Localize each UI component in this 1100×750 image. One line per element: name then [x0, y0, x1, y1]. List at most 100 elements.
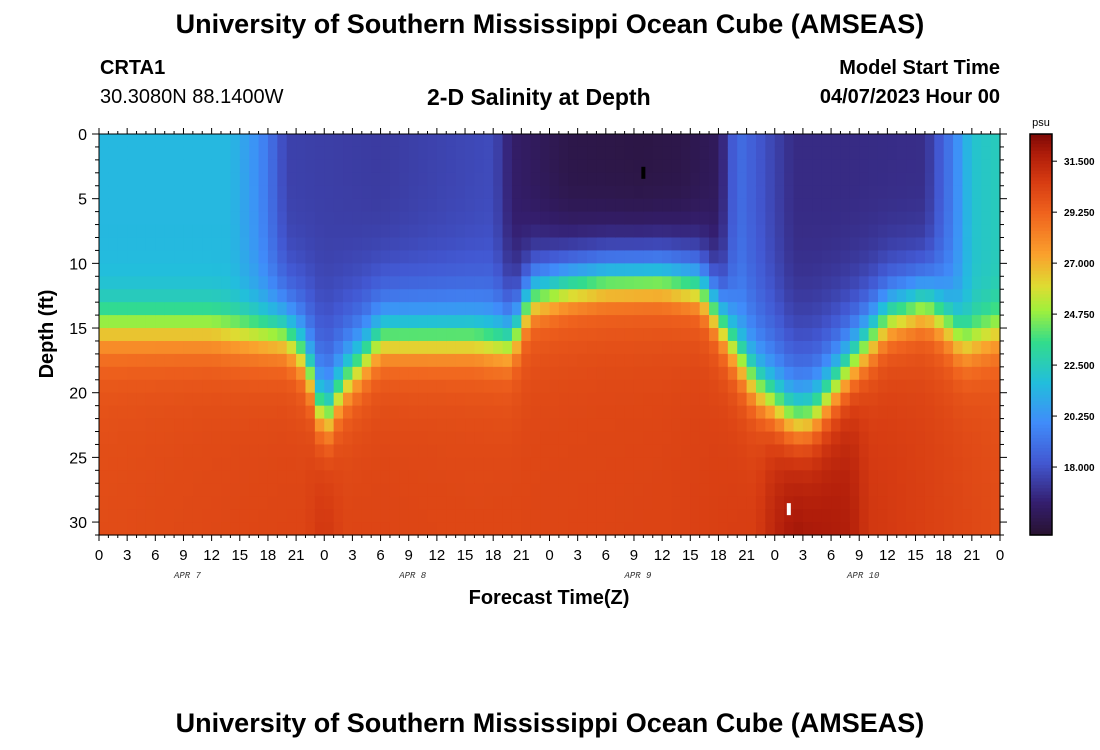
heatmap-cell [164, 302, 175, 316]
heatmap-cell [455, 353, 466, 368]
heatmap-cell [840, 159, 851, 174]
heatmap-cell [990, 470, 1001, 484]
heatmap-cell [643, 470, 654, 484]
heatmap-cell [962, 146, 973, 161]
colorbar-segment [1030, 260, 1052, 265]
heatmap-cell [802, 250, 813, 264]
heatmap-cell [493, 470, 504, 484]
heatmap-cell [906, 172, 917, 187]
heatmap-cell [971, 444, 982, 458]
heatmap-cell [953, 444, 964, 458]
heatmap-cell [887, 224, 898, 239]
heatmap-cell [690, 522, 701, 536]
heatmap-cell [699, 172, 710, 187]
heatmap-cell [624, 457, 635, 471]
heatmap-cell [549, 496, 560, 510]
heatmap-cell [258, 276, 269, 290]
heatmap-cell [755, 172, 766, 187]
heatmap-cell [577, 185, 588, 200]
heatmap-cell [737, 250, 748, 264]
heatmap-cell [596, 457, 607, 471]
colorbar-segment [1030, 484, 1052, 489]
heatmap-cell [943, 328, 954, 342]
heatmap-cell [934, 263, 945, 277]
heatmap-cell [981, 185, 992, 200]
heatmap-cell [389, 328, 400, 342]
heatmap-cell [915, 379, 926, 394]
heatmap-cell [765, 276, 776, 290]
heatmap-cell [765, 289, 776, 303]
heatmap-cell [221, 431, 231, 446]
heatmap-cell [136, 496, 147, 510]
heatmap-cell [868, 134, 879, 148]
heatmap-cell [765, 431, 776, 446]
heatmap-cell [324, 185, 335, 200]
heatmap-cell [192, 483, 203, 497]
heatmap-cell [267, 340, 278, 355]
heatmap-cell [737, 302, 748, 316]
heatmap-cell [127, 366, 138, 381]
heatmap-cell [530, 315, 541, 329]
heatmap-cell [465, 302, 476, 316]
heatmap-cell [924, 237, 935, 252]
heatmap-cell [511, 146, 522, 161]
heatmap-cell [727, 457, 738, 471]
heatmap-cell [831, 392, 842, 407]
heatmap-cell [211, 444, 222, 458]
heatmap-cell [896, 315, 907, 329]
heatmap-cell [530, 496, 541, 510]
heatmap-cell [117, 263, 128, 277]
heatmap-cell [633, 315, 644, 329]
heatmap-cell [380, 185, 391, 200]
heatmap-cell [784, 237, 795, 252]
heatmap-cell [99, 483, 109, 497]
heatmap-cell [145, 444, 156, 458]
heatmap-cell [671, 185, 682, 200]
heatmap-cell [690, 509, 701, 523]
heatmap-cell [446, 224, 457, 239]
heatmap-cell [746, 172, 757, 187]
heatmap-cell [427, 457, 438, 471]
heatmap-cell [474, 379, 485, 394]
heatmap-cell [117, 405, 128, 420]
heatmap-cell [662, 353, 673, 368]
x-tick-label: 6 [602, 547, 610, 564]
heatmap-cell [943, 366, 954, 381]
heatmap-cell [192, 185, 203, 200]
heatmap-cell [624, 470, 635, 484]
heatmap-cell [418, 405, 429, 420]
heatmap-cell [821, 289, 832, 303]
heatmap-cell [877, 444, 888, 458]
heatmap-cell [202, 224, 213, 239]
heatmap-cell [380, 224, 391, 239]
heatmap-cell [361, 405, 372, 420]
heatmap-cell [906, 496, 917, 510]
heatmap-cell [812, 146, 823, 161]
heatmap-cell [296, 211, 307, 226]
x-tick-label: 0 [545, 547, 553, 564]
colorbar-segment [1030, 147, 1052, 152]
heatmap-cell [305, 198, 316, 213]
heatmap-cell [549, 302, 560, 316]
heatmap-cell [896, 405, 907, 420]
heatmap-cell [924, 328, 935, 342]
heatmap-cell [361, 185, 372, 200]
heatmap-cell [343, 522, 354, 536]
heatmap-cell [577, 159, 588, 174]
x-tick-label: 9 [405, 547, 413, 564]
heatmap-cell [868, 302, 879, 316]
heatmap-cell [709, 483, 720, 497]
heatmap-cell [230, 146, 241, 161]
heatmap-cell [596, 431, 607, 446]
heatmap-cell [680, 302, 691, 316]
heatmap-cell [380, 146, 391, 161]
heatmap-cell [408, 444, 419, 458]
heatmap-cell [483, 405, 494, 420]
heatmap-cell [211, 353, 222, 368]
heatmap-cell [821, 185, 832, 200]
heatmap-cell [906, 483, 917, 497]
heatmap-cell [605, 340, 616, 355]
heatmap-cell [934, 366, 945, 381]
heatmap-cell [249, 392, 260, 407]
heatmap-cell [784, 198, 795, 213]
